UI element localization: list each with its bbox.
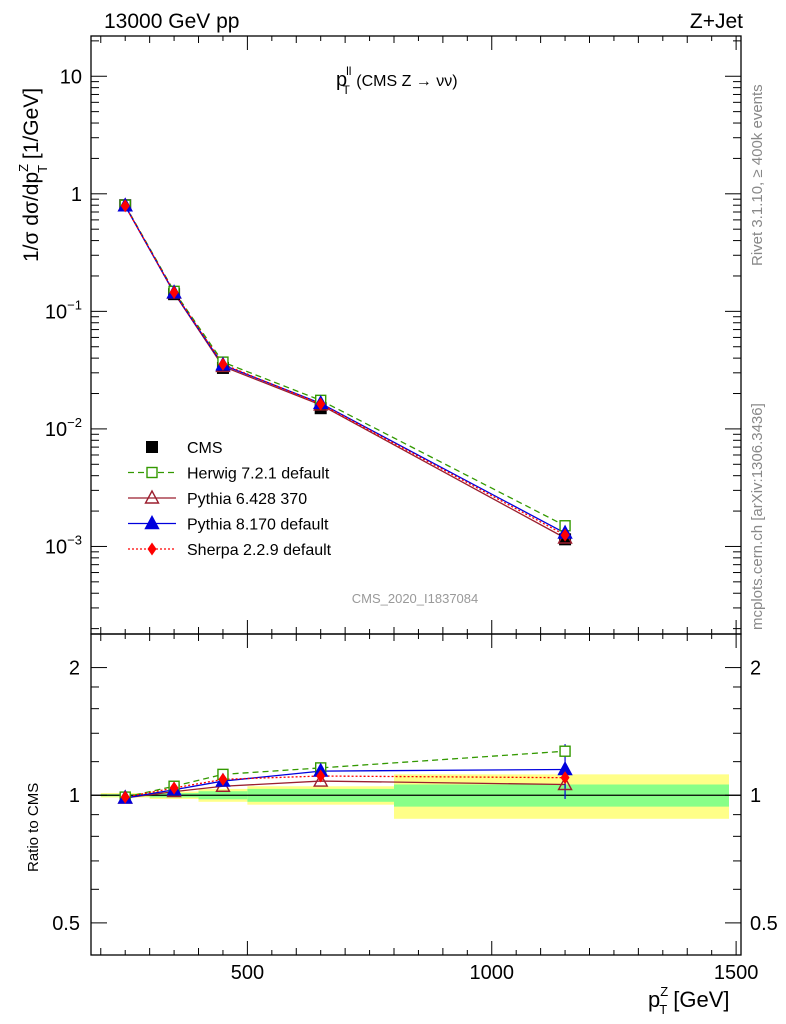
ratio-y-tick-label-left-1: 1: [69, 785, 80, 807]
main-y-tick-base-2: 10: [45, 301, 67, 323]
ratio-y-tick-label-left-0.5: 0.5: [52, 913, 80, 935]
ratio-y-tick-label-right-0.5: 0.5: [750, 913, 778, 935]
ratio-point-sherpa-2-2-9-default-2: [218, 772, 228, 786]
legend-marker-pythia-6-428-370: [144, 489, 160, 504]
mcplots-label: mcplots.cern.ch [arXiv:1306.3436]: [749, 403, 766, 630]
main-title-sup: ll: [346, 64, 351, 78]
ratio-point-pythia-6-428-370-3: [313, 772, 329, 787]
main-point-sherpa-2-2-9-default-0: [120, 199, 130, 213]
main-line-sherpa-2-2-9-default: [124, 205, 566, 536]
x-tick-label-500: 500: [231, 962, 264, 984]
xlabel-sub: T: [659, 1002, 667, 1017]
ratio-series-markers: [117, 745, 573, 804]
main-y-tick-exp-3: −2: [67, 415, 82, 430]
legend-marker-cms: [146, 441, 158, 453]
x-tick-label-1500: 1500: [714, 962, 759, 984]
xlabel-rest: [GeV]: [667, 987, 729, 1012]
main-y-tick-base-1: 1: [71, 184, 82, 206]
legend-marker-herwig-7-2-1-default: [146, 466, 158, 479]
xlabel-p: p: [648, 987, 660, 1012]
analysis-id-label: CMS_2020_I1837084: [352, 591, 479, 606]
main-point-sherpa-2-2-9-default-2: [218, 357, 228, 371]
ratio-frame: [90, 633, 742, 956]
main-y-tick-label-4: 10−3: [45, 532, 82, 558]
main-y-tick-label-3: 10−2: [45, 415, 82, 441]
main-y-tick-base-3: 10: [45, 419, 67, 441]
ratio-y-axis-label: Ratio to CMS: [25, 783, 42, 872]
ratio-point-sherpa-2-2-9-default-4: [560, 771, 570, 785]
x-tick-label-1000: 1000: [470, 962, 515, 984]
main-ylabel-sub: T: [35, 165, 50, 173]
ratio-y-tick-label-left-2: 2: [69, 658, 80, 680]
main-title-rest: (CMS Z → νν): [352, 73, 458, 90]
main-ylabel-b: [1/GeV]: [20, 88, 43, 165]
legend-marker-pythia-8-170-default: [144, 515, 160, 530]
legend-label-pythia-8-170-default: Pythia 8.170 default: [187, 517, 329, 534]
ratio-point-pythia-6-428-370-4: [557, 776, 573, 791]
legend-label-sherpa-2-2-9-default: Sherpa 2.2.9 default: [187, 542, 332, 559]
main-series-markers: [117, 197, 573, 546]
energy-label: 13000 GeV pp: [104, 10, 239, 33]
main-title-sub: T: [342, 83, 350, 97]
legend-marker-sherpa-2-2-9-default: [147, 542, 157, 556]
ratio-y-tick-label-right-2: 2: [750, 658, 761, 680]
main-y-tick-label-1: 1: [71, 184, 82, 206]
main-y-tick-label-0: 10: [60, 66, 82, 88]
main-point-sherpa-2-2-9-default-4: [560, 528, 570, 542]
rivet-version-label: Rivet 3.1.10, ≥ 400k events: [749, 84, 766, 266]
ratio-y-tick-label-right-1: 1: [750, 785, 761, 807]
main-y-tick-exp-4: −3: [67, 532, 82, 547]
ratio-line-sherpa-2-2-9-default: [125, 775, 566, 798]
main-point-sherpa-2-2-9-default-3: [316, 397, 326, 411]
x-axis-label: pZ T [GeV]: [648, 984, 730, 1017]
main-ylabel-a: 1/σ dσ/dp: [20, 172, 43, 262]
ratio-point-sherpa-2-2-9-default-3: [316, 769, 326, 783]
legend: CMS Herwig 7.2.1 default Pythia 6.428 370 P…: [128, 440, 332, 559]
xlabel-sup: Z: [660, 984, 668, 999]
ratio-point-sherpa-2-2-9-default-1: [169, 781, 179, 795]
ratio-point-sherpa-2-2-9-default-0: [120, 790, 130, 804]
main-title-p: p: [336, 69, 347, 91]
main-y-axis-label: 1/σ dσ/dpZ T [1/GeV]: [16, 88, 50, 262]
main-point-sherpa-2-2-9-default-1: [169, 285, 179, 299]
main-line-pythia-8-170-default: [124, 205, 566, 534]
main-title: pll T (CMS Z → νν): [336, 64, 458, 97]
process-label: Z+Jet: [690, 10, 743, 33]
legend-label-pythia-6-428-370: Pythia 6.428 370: [187, 491, 307, 508]
main-y-tick-exp-2: −1: [67, 297, 82, 312]
legend-label-cms: CMS: [187, 440, 223, 457]
main-y-tick-base-0: 10: [60, 66, 82, 88]
main-ylabel-sup: Z: [16, 164, 31, 172]
ratio-uncertainty-bands: [91, 774, 741, 819]
legend-label-herwig-7-2-1-default: Herwig 7.2.1 default: [187, 466, 330, 483]
main-line-pythia-6-428-370: [124, 205, 566, 539]
ratio-point-herwig-7-2-1-default-4: [559, 745, 571, 757]
main-series-lines: [124, 204, 566, 539]
main-y-tick-label-2: 10−1: [45, 297, 82, 323]
main-y-tick-base-4: 10: [45, 536, 67, 558]
